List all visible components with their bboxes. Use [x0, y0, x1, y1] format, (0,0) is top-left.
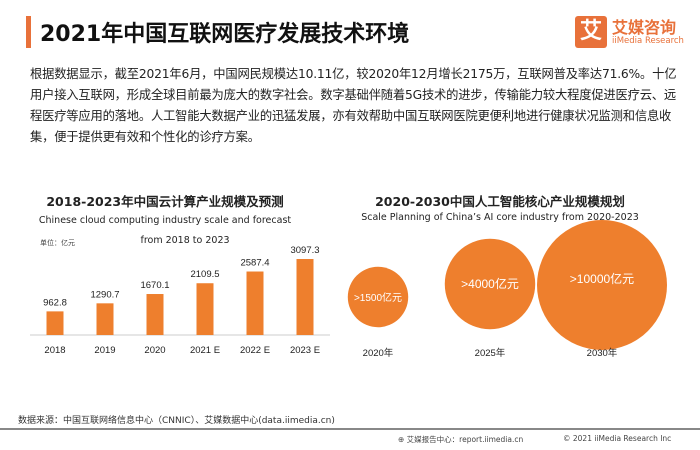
footer-report-link[interactable]: ⊕ 艾媒报告中心：report.iimedia.cn [398, 434, 523, 445]
cloud-chart-subtitle: Chinese cloud computing industry scale a… [38, 215, 292, 226]
bar-value-label: 1670.1 [140, 280, 169, 291]
bubble-year-label: 2030年 [587, 347, 618, 359]
logo-cn: 艾媒咨询 [612, 18, 677, 37]
bar-2023 E [296, 259, 314, 335]
bar-2019 [96, 303, 114, 335]
bar-2018 [46, 311, 64, 335]
footer-divider [0, 428, 700, 430]
cloud-chart-unit: 单位：亿元 [40, 239, 75, 247]
bubble-value-label: >10000亿元 [570, 271, 634, 286]
logo-mark-icon: 艾 [575, 16, 607, 48]
page-title: 2021年中国互联网医疗发展技术环境 [40, 22, 410, 47]
bubble-year-label: 2020年 [363, 347, 394, 359]
footer-report: 艾媒报告中心：report.iimedia.cn [406, 435, 524, 444]
bar-2021 E [196, 283, 214, 335]
bubble-value-label: >4000亿元 [461, 276, 519, 291]
logo-en: iiMedia Research [612, 36, 684, 46]
x-tick-label: 2020 [144, 345, 165, 356]
data-source: 数据来源：中国互联网络信息中心（CNNIC）、艾媒数据中心(data.iimed… [18, 416, 335, 426]
bar-value-label: 3097.3 [290, 245, 319, 256]
bar-value-label: 962.8 [43, 297, 67, 308]
x-tick-label: 2018 [44, 345, 65, 356]
bar-value-label: 2109.5 [190, 269, 219, 280]
ai-bubble-chart: >1500亿元 2020年 >4000亿元 2025年 >10000亿元 2030年 [347, 220, 667, 359]
footer-copyright: © 2021 iiMedia Research Inc [563, 434, 672, 443]
cloud-chart-subtitle2: from 2018 to 2023 [140, 235, 230, 246]
bar-2022 E [246, 271, 264, 335]
iimedia-logo: 艾 艾媒咨询 iiMedia Research [575, 16, 687, 52]
bar-value-label: 2587.4 [240, 258, 269, 269]
globe-icon: ⊕ [398, 435, 407, 444]
bar-value-label: 1290.7 [90, 289, 119, 300]
cloud-bar-chart: 962.8 2018 1290.7 2019 1670.1 2020 2109.5 2021 … [30, 245, 330, 356]
x-tick-label: 2022 E [240, 345, 270, 356]
bubble-2020年 [347, 266, 409, 328]
cloud-chart-title: 2018-2023年中国云计算产业规模及预测 [46, 194, 284, 209]
bubble-2025年 [444, 238, 536, 330]
bar-2020 [146, 294, 164, 335]
intro-paragraph: 根据数据显示，截至2021年6月，中国网民规模达10.11亿，较2020年12月… [30, 67, 677, 144]
x-tick-label: 2019 [94, 345, 115, 356]
bubble-year-label: 2025年 [475, 347, 506, 359]
x-tick-label: 2021 E [190, 345, 220, 356]
bubble-value-label: >1500亿元 [354, 291, 402, 304]
title-accent-bar [26, 16, 31, 48]
ai-chart-subtitle: Scale Planning of China’s AI core indust… [361, 212, 639, 223]
x-tick-label: 2023 E [290, 345, 320, 356]
bubble-2030年 [537, 220, 667, 350]
ai-chart-title: 2020-2030中国人工智能核心产业规模规划 [375, 194, 625, 209]
